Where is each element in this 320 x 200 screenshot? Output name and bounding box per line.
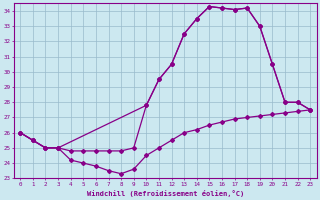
X-axis label: Windchill (Refroidissement éolien,°C): Windchill (Refroidissement éolien,°C) (87, 190, 244, 197)
